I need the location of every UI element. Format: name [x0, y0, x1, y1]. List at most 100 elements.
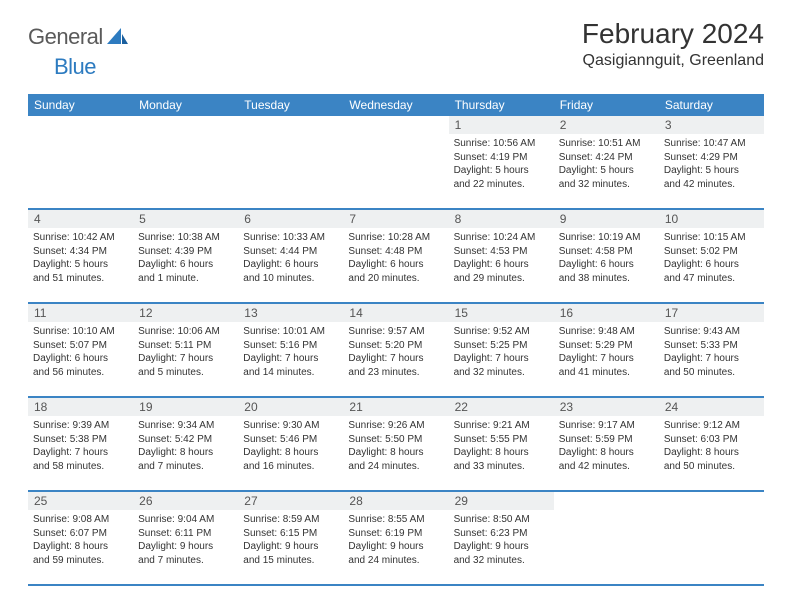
day-cell	[554, 510, 659, 584]
day-info-line: Sunrise: 9:26 AM	[348, 419, 443, 433]
day-cell	[343, 134, 448, 208]
day-number: 9	[554, 210, 659, 228]
day-info-line: and 1 minute.	[138, 272, 233, 286]
location: Qasigiannguit, Greenland	[582, 52, 764, 70]
day-info-line: Sunrise: 10:47 AM	[664, 137, 759, 151]
day-info-line: Sunrise: 10:51 AM	[559, 137, 654, 151]
day-info-line: and 51 minutes.	[33, 272, 128, 286]
day-info-line: and 10 minutes.	[243, 272, 338, 286]
day-info-line: Sunset: 5:42 PM	[138, 433, 233, 447]
day-info-line: and 16 minutes.	[243, 460, 338, 474]
day-info-line: and 22 minutes.	[454, 178, 549, 192]
day-info-line: Sunrise: 9:21 AM	[454, 419, 549, 433]
day-info-line: Daylight: 8 hours	[243, 446, 338, 460]
day-cell	[659, 510, 764, 584]
day-cell: Sunrise: 10:10 AMSunset: 5:07 PMDaylight…	[28, 322, 133, 396]
day-info-line: and 20 minutes.	[348, 272, 443, 286]
day-info-line: Sunset: 4:44 PM	[243, 245, 338, 259]
day-cell: Sunrise: 10:42 AMSunset: 4:34 PMDaylight…	[28, 228, 133, 302]
day-info-line: Sunset: 5:50 PM	[348, 433, 443, 447]
day-cell: Sunrise: 10:19 AMSunset: 4:58 PMDaylight…	[554, 228, 659, 302]
weekday-label: Thursday	[449, 94, 554, 116]
day-cell: Sunrise: 10:28 AMSunset: 4:48 PMDaylight…	[343, 228, 448, 302]
day-info-line: Sunrise: 9:39 AM	[33, 419, 128, 433]
day-number: 14	[343, 304, 448, 322]
day-info-line: and 23 minutes.	[348, 366, 443, 380]
day-number: 27	[238, 492, 343, 510]
day-cell	[238, 134, 343, 208]
day-info-line: Sunset: 4:29 PM	[664, 151, 759, 165]
day-number: 10	[659, 210, 764, 228]
day-number: 19	[133, 398, 238, 416]
day-info-line: Sunset: 6:07 PM	[33, 527, 128, 541]
day-info-line: Sunrise: 8:55 AM	[348, 513, 443, 527]
day-cell: Sunrise: 9:08 AMSunset: 6:07 PMDaylight:…	[28, 510, 133, 584]
day-number: 23	[554, 398, 659, 416]
day-cell: Sunrise: 9:52 AMSunset: 5:25 PMDaylight:…	[449, 322, 554, 396]
day-cell: Sunrise: 9:34 AMSunset: 5:42 PMDaylight:…	[133, 416, 238, 490]
logo-text-general: General	[28, 24, 103, 50]
day-info-line: and 32 minutes.	[454, 554, 549, 568]
day-cell: Sunrise: 10:56 AMSunset: 4:19 PMDaylight…	[449, 134, 554, 208]
day-number	[28, 116, 133, 134]
day-info-line: and 38 minutes.	[559, 272, 654, 286]
day-info-line: Daylight: 9 hours	[138, 540, 233, 554]
day-number: 4	[28, 210, 133, 228]
day-info-line: Daylight: 6 hours	[454, 258, 549, 272]
weekday-label: Wednesday	[343, 94, 448, 116]
day-info-line: Sunrise: 9:34 AM	[138, 419, 233, 433]
day-info-line: Sunset: 5:07 PM	[33, 339, 128, 353]
weekday-header: Sunday Monday Tuesday Wednesday Thursday…	[28, 94, 764, 116]
day-number: 25	[28, 492, 133, 510]
day-info-line: Sunrise: 10:33 AM	[243, 231, 338, 245]
logo-text-blue: Blue	[54, 54, 96, 79]
day-cell: Sunrise: 10:24 AMSunset: 4:53 PMDaylight…	[449, 228, 554, 302]
day-info-line: and 32 minutes.	[559, 178, 654, 192]
day-info-line: Sunset: 5:02 PM	[664, 245, 759, 259]
weeks-container: 123Sunrise: 10:56 AMSunset: 4:19 PMDayli…	[28, 116, 764, 586]
day-info-line: Sunrise: 10:56 AM	[454, 137, 549, 151]
day-info-line: Sunset: 4:58 PM	[559, 245, 654, 259]
day-info-line: Sunrise: 9:04 AM	[138, 513, 233, 527]
day-info-line: Sunset: 6:03 PM	[664, 433, 759, 447]
day-info-line: Sunrise: 9:52 AM	[454, 325, 549, 339]
day-info-line: Daylight: 6 hours	[348, 258, 443, 272]
day-info-line: Daylight: 8 hours	[559, 446, 654, 460]
day-number-row: 123	[28, 116, 764, 134]
day-info-line: Sunset: 5:25 PM	[454, 339, 549, 353]
week-row: Sunrise: 9:08 AMSunset: 6:07 PMDaylight:…	[28, 510, 764, 586]
week-row: Sunrise: 9:39 AMSunset: 5:38 PMDaylight:…	[28, 416, 764, 492]
day-info-line: Daylight: 5 hours	[33, 258, 128, 272]
day-number: 22	[449, 398, 554, 416]
day-info-line: and 50 minutes.	[664, 460, 759, 474]
day-cell: Sunrise: 10:15 AMSunset: 5:02 PMDaylight…	[659, 228, 764, 302]
day-info-line: Sunset: 5:20 PM	[348, 339, 443, 353]
day-info-line: Sunset: 5:33 PM	[664, 339, 759, 353]
day-cell: Sunrise: 9:48 AMSunset: 5:29 PMDaylight:…	[554, 322, 659, 396]
day-info-line: Daylight: 5 hours	[454, 164, 549, 178]
day-info-line: and 29 minutes.	[454, 272, 549, 286]
day-number-row: 11121314151617	[28, 304, 764, 322]
day-number: 11	[28, 304, 133, 322]
day-info-line: Daylight: 7 hours	[138, 352, 233, 366]
day-info-line: Sunset: 5:59 PM	[559, 433, 654, 447]
day-number: 13	[238, 304, 343, 322]
day-number: 1	[449, 116, 554, 134]
day-cell: Sunrise: 9:17 AMSunset: 5:59 PMDaylight:…	[554, 416, 659, 490]
day-info-line: Sunset: 4:48 PM	[348, 245, 443, 259]
day-cell: Sunrise: 9:30 AMSunset: 5:46 PMDaylight:…	[238, 416, 343, 490]
day-number-row: 2526272829	[28, 492, 764, 510]
day-cell: Sunrise: 9:21 AMSunset: 5:55 PMDaylight:…	[449, 416, 554, 490]
day-info-line: and 42 minutes.	[664, 178, 759, 192]
day-info-line: Sunrise: 10:38 AM	[138, 231, 233, 245]
day-info-line: Daylight: 7 hours	[33, 446, 128, 460]
day-number: 20	[238, 398, 343, 416]
day-info-line: Daylight: 5 hours	[664, 164, 759, 178]
day-number	[659, 492, 764, 510]
day-info-line: and 14 minutes.	[243, 366, 338, 380]
day-number-row: 18192021222324	[28, 398, 764, 416]
day-cell: Sunrise: 10:06 AMSunset: 5:11 PMDaylight…	[133, 322, 238, 396]
day-info-line: and 47 minutes.	[664, 272, 759, 286]
day-info-line: Sunset: 4:39 PM	[138, 245, 233, 259]
day-info-line: Sunset: 4:24 PM	[559, 151, 654, 165]
